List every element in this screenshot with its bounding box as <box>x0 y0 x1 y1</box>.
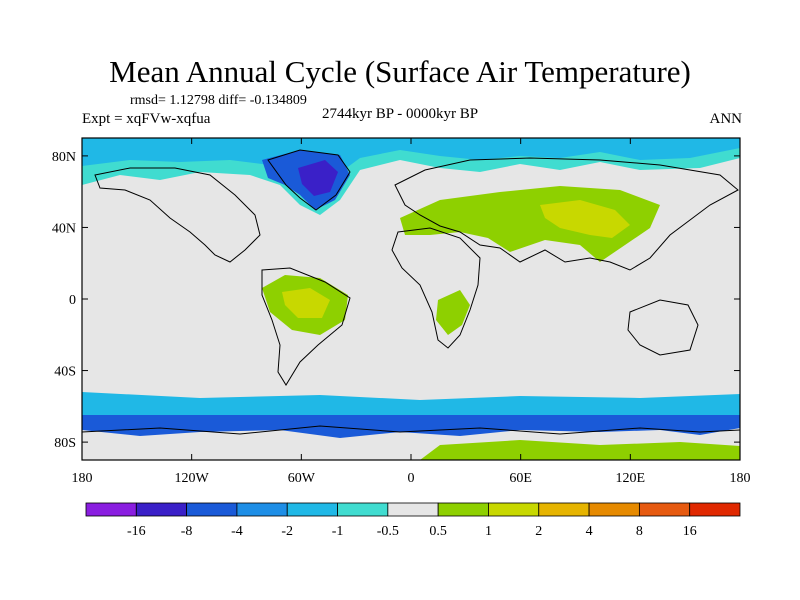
colorbar-label: 1 <box>485 524 492 539</box>
anomaly-fields <box>82 138 740 460</box>
colorbar-swatch <box>538 502 590 517</box>
colorbar-swatch <box>337 502 389 517</box>
lat-tick-label: 40N <box>52 221 76 236</box>
colorbar-swatch <box>588 502 640 517</box>
colorbar-swatch <box>638 502 691 517</box>
lon-tick-label: 180 <box>72 471 93 486</box>
experiment-label: Expt = xqFVw-xqfua <box>82 111 211 127</box>
lon-tick-label: 60W <box>288 471 316 486</box>
lat-tick-label: 80N <box>52 150 76 165</box>
greenland-coast <box>267 149 351 211</box>
southern-ocean-region <box>82 392 740 415</box>
lon-tick-label: 60E <box>509 471 532 486</box>
plot-title: Mean Annual Cycle (Surface Air Temperatu… <box>109 54 691 89</box>
africa-coast <box>391 227 481 349</box>
colorbar-label: 16 <box>683 524 697 539</box>
eurasia-coast <box>394 157 739 271</box>
colorbar-label: 0.5 <box>429 524 447 539</box>
africa-warm-region <box>436 290 470 335</box>
colorbar-swatch <box>286 502 338 517</box>
colorbar-swatch <box>135 502 188 517</box>
colorbar-label: 8 <box>636 524 643 539</box>
rmsd-diff-stats: rmsd= 1.12798 diff= -0.134809 <box>130 93 307 108</box>
arctic-cool-region <box>82 138 740 180</box>
greenland-core-region <box>298 160 338 196</box>
australia-coast <box>627 299 699 356</box>
axis-labels: 180 120W 60W 0 60E 120E 180 80N 40N 0 40S 80S <box>52 150 751 486</box>
colorbar-swatch <box>236 502 288 517</box>
colorbar-label: 2 <box>535 524 542 539</box>
lon-tick-label: 120E <box>616 471 646 486</box>
colorbar-label: 4 <box>586 524 593 539</box>
colorbar-label: -1 <box>332 524 344 539</box>
season-label: ANN <box>709 111 743 127</box>
lat-tick-label: 0 <box>69 293 76 308</box>
antarctic-warm-region <box>420 440 740 460</box>
axis-ticks <box>81 138 741 460</box>
coastlines <box>81 149 741 435</box>
colorbar-swatch <box>387 502 439 517</box>
eurasia-warmer-region <box>540 200 630 238</box>
north-america-coast <box>94 167 261 263</box>
colorbar-swatch <box>186 502 238 517</box>
amazon-warmer-region <box>282 288 330 318</box>
colorbar-swatch <box>488 502 540 517</box>
lon-tick-label: 0 <box>408 471 415 486</box>
colorbar-swatch <box>689 502 741 517</box>
lat-tick-label: 40S <box>54 365 76 380</box>
colorbar-label: -2 <box>281 524 293 539</box>
colorbar-swatch <box>85 502 137 517</box>
antarctica-coast <box>81 425 741 435</box>
colorbar-label: -8 <box>181 524 193 539</box>
period-label: 2744kyr BP - 0000kyr BP <box>322 106 479 122</box>
colorbar-label: -0.5 <box>377 524 399 539</box>
colorbar-label: -16 <box>127 524 146 539</box>
colorbar-swatch <box>437 502 489 517</box>
lon-tick-label: 180 <box>730 471 751 486</box>
lon-tick-label: 120W <box>175 471 210 486</box>
colorbar-label: -4 <box>231 524 243 539</box>
antarctic-cold-region <box>82 415 740 438</box>
lat-tick-label: 80S <box>54 436 76 451</box>
colorbar: -16 -8 -4 -2 -1 -0.5 0.5 1 2 4 8 16 <box>85 502 741 539</box>
south-america-coast <box>261 267 351 386</box>
